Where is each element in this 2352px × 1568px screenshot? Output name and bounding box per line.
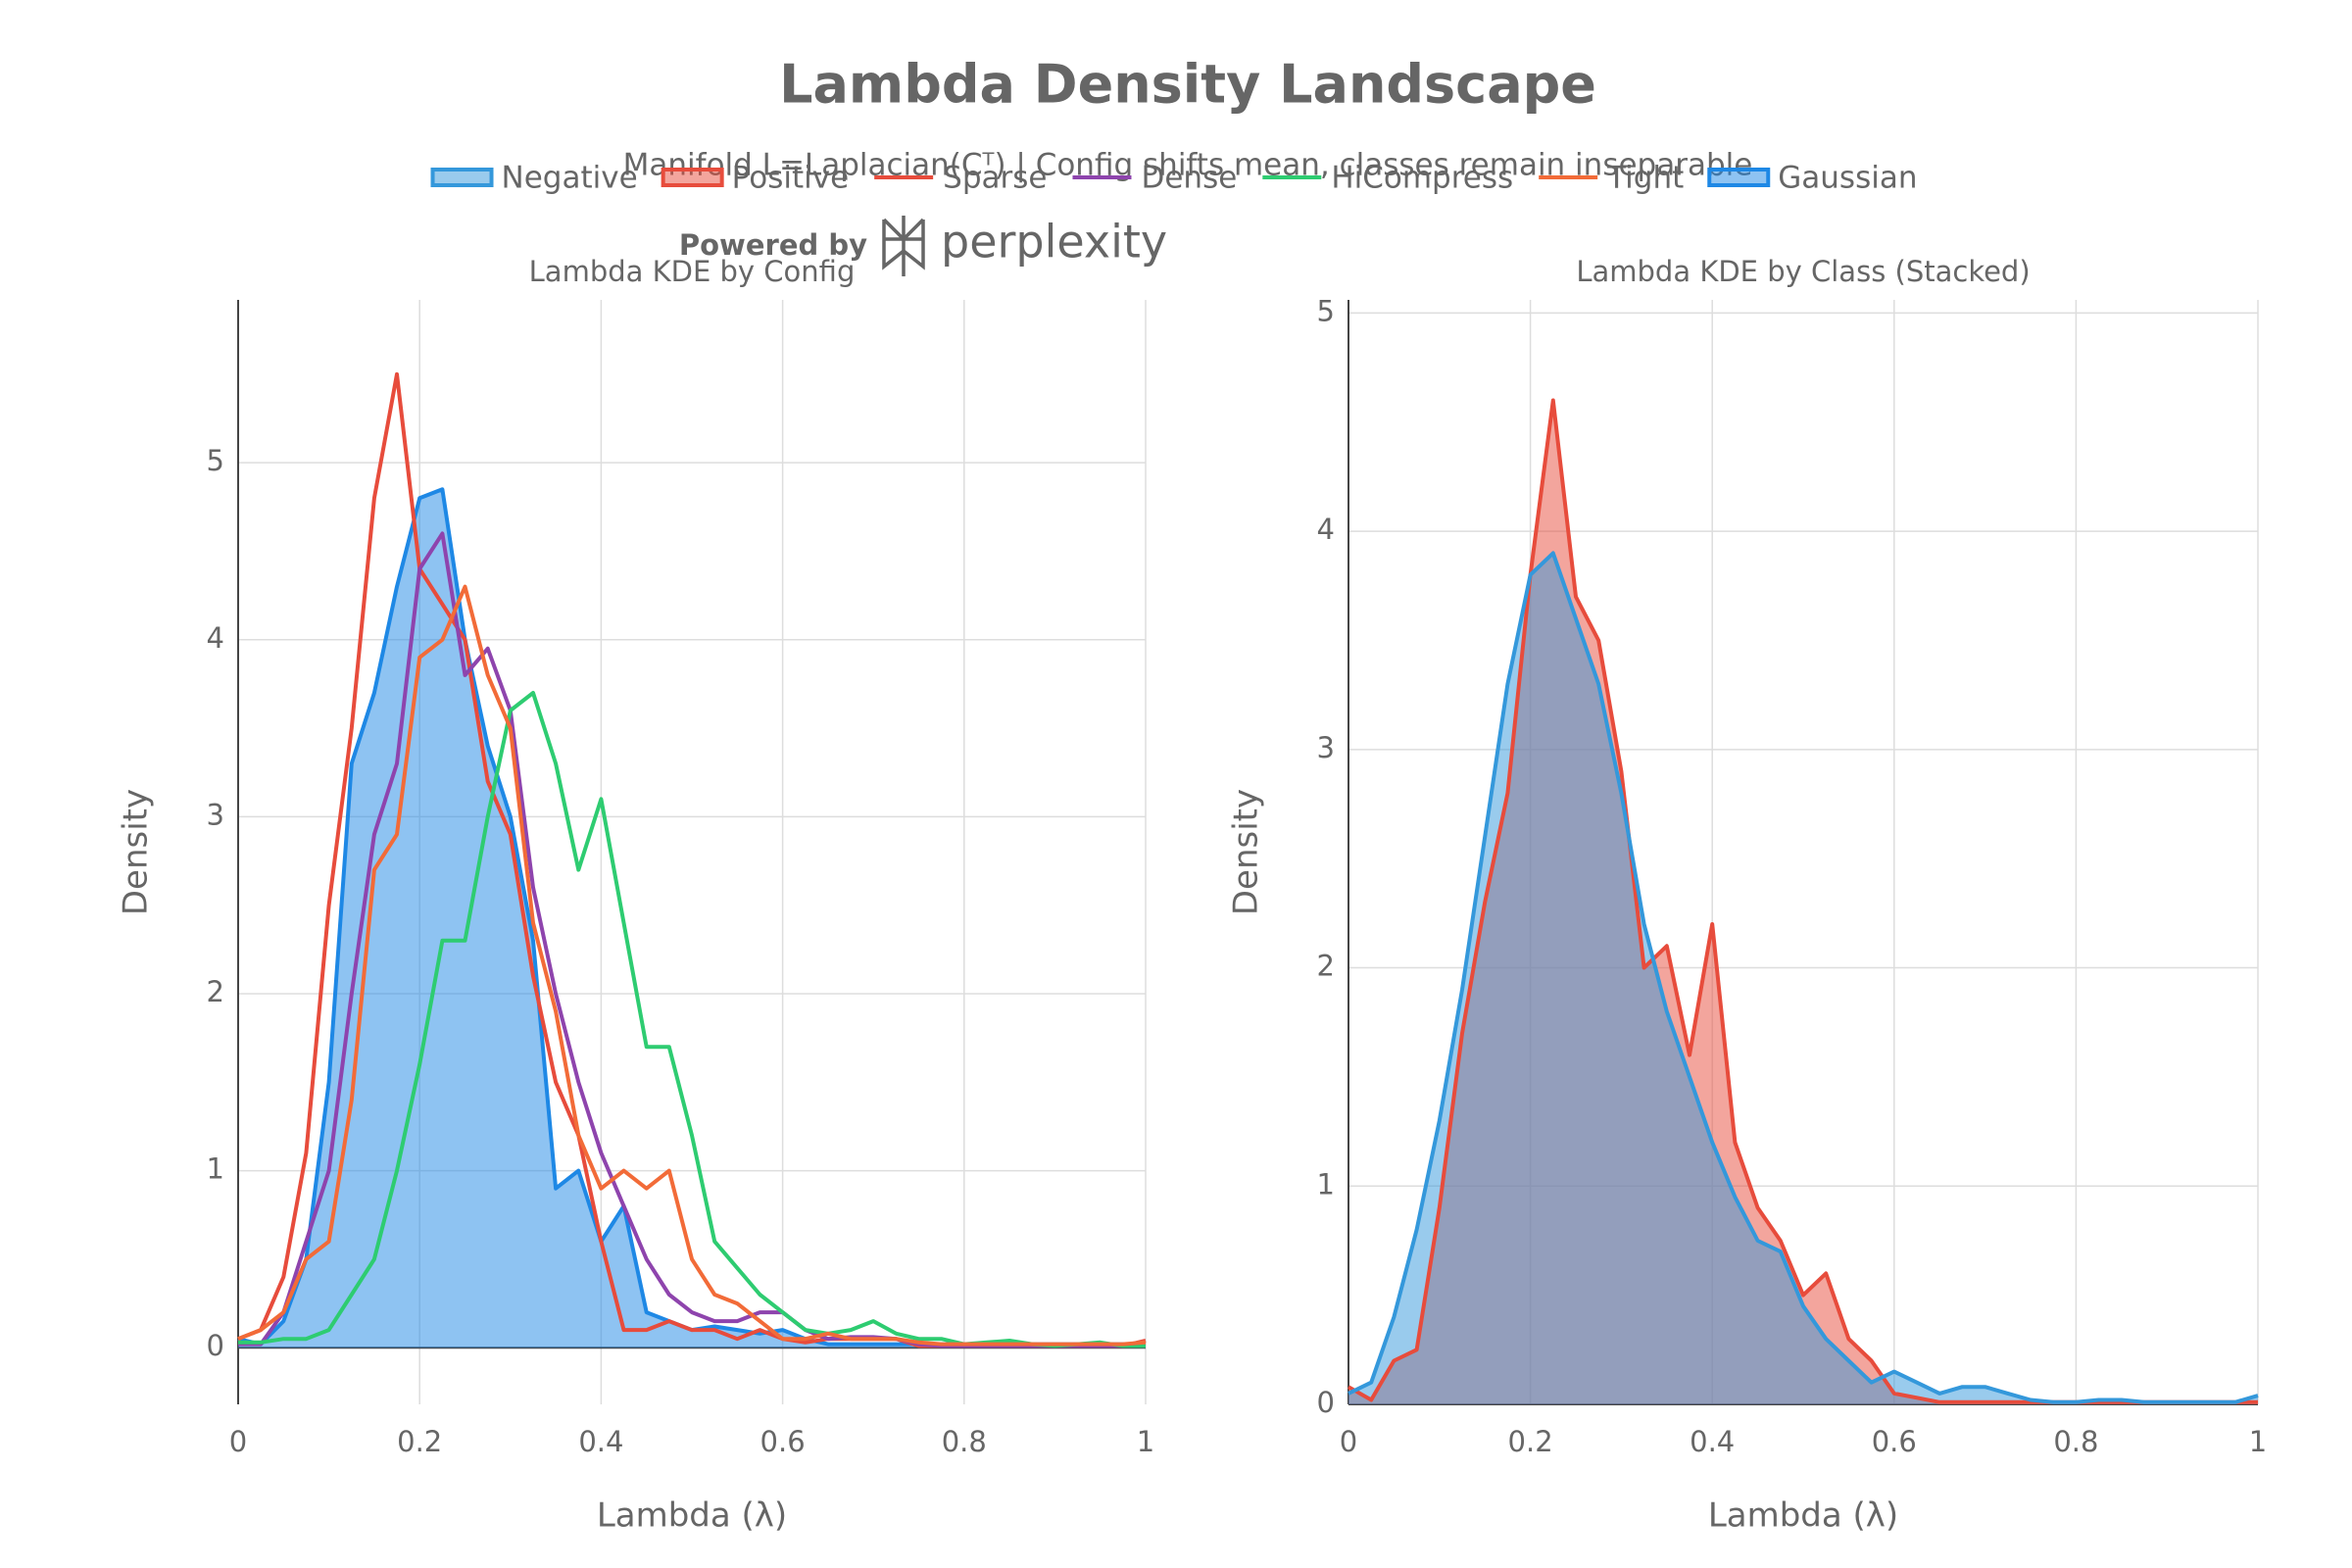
x-tick-label: 0.4 (1690, 1425, 1735, 1458)
legend-swatch (661, 168, 724, 187)
subplot-title: Lambda KDE by Class (Stacked) (1576, 255, 2030, 288)
legend-item[interactable]: Negative (430, 161, 638, 196)
brand-logo (882, 216, 925, 276)
legend-label: HiCompress (1331, 161, 1513, 196)
legend-label: Negative (502, 161, 638, 196)
legend-swatch (1707, 168, 1771, 187)
y-tick-label: 2 (207, 975, 224, 1008)
x-tick-label: 0.8 (2053, 1425, 2098, 1458)
legend-item[interactable]: Positive (661, 161, 850, 196)
legend-label: Sparse (943, 161, 1047, 196)
x-tick-label: 0.8 (942, 1425, 987, 1458)
y-tick-label: 0 (207, 1329, 224, 1362)
y-tick-label: 1 (207, 1152, 224, 1186)
x-tick-label: 0.6 (760, 1425, 806, 1458)
legend-item[interactable]: Sparse (874, 161, 1047, 196)
legend-label: Tight (1606, 161, 1684, 196)
x-axis-title: Lambda (λ) (597, 1496, 787, 1536)
x-tick-label: 1 (2249, 1425, 2267, 1458)
y-tick-label: 4 (1317, 513, 1335, 546)
x-tick-label: 0 (229, 1425, 247, 1458)
brand-name: perplexity (941, 216, 1167, 269)
legend-item[interactable]: Dense (1072, 161, 1237, 196)
subplot-title: Lambda KDE by Config (529, 255, 856, 288)
x-tick-label: 0.2 (397, 1425, 442, 1458)
x-tick-label: 1 (1137, 1425, 1154, 1458)
legend: Negative Positive Sparse Dense HiCompress Tig… (430, 161, 1917, 196)
y-tick-label: 3 (207, 798, 224, 831)
y-tick-label: 2 (1317, 950, 1335, 983)
legend-label: Positive (732, 161, 850, 196)
legend-item[interactable]: HiCompress (1262, 161, 1513, 196)
x-axis-title: Lambda (λ) (1708, 1496, 1898, 1536)
line (237, 584, 1147, 1347)
legend-label: Gaussian (1778, 161, 1917, 196)
x-tick-label: 0.4 (578, 1425, 623, 1458)
line (1348, 398, 2258, 1404)
y-axis-title: Density (1227, 789, 1266, 915)
legend-item[interactable]: Gaussian (1707, 161, 1917, 196)
area (238, 489, 1146, 1348)
y-axis-title: Density (117, 789, 156, 915)
line (1348, 551, 2259, 1404)
line (238, 691, 1146, 1348)
legend-label: Dense (1141, 161, 1237, 196)
y-tick-label: 5 (1317, 294, 1335, 327)
x-tick-label: 0 (1340, 1425, 1357, 1458)
legend-swatch (430, 168, 494, 187)
y-tick-label: 1 (1317, 1167, 1335, 1200)
brand-prefix: Powered by (679, 228, 867, 262)
y-tick-label: 4 (207, 621, 224, 655)
legend-item[interactable]: Tight (1539, 161, 1684, 196)
x-tick-label: 0.6 (1872, 1425, 1917, 1458)
y-tick-label: 3 (1317, 731, 1335, 764)
y-tick-label: 5 (207, 444, 224, 477)
y-tick-label: 0 (1317, 1386, 1335, 1419)
title: Lambda Density Landscape (779, 54, 1596, 116)
x-tick-label: 0.2 (1508, 1425, 1553, 1458)
branding: Powered by perplexity (679, 216, 1167, 276)
legend-items: Negative Positive Sparse Dense HiCompress Tig… (430, 161, 1917, 196)
area (1348, 553, 2258, 1404)
